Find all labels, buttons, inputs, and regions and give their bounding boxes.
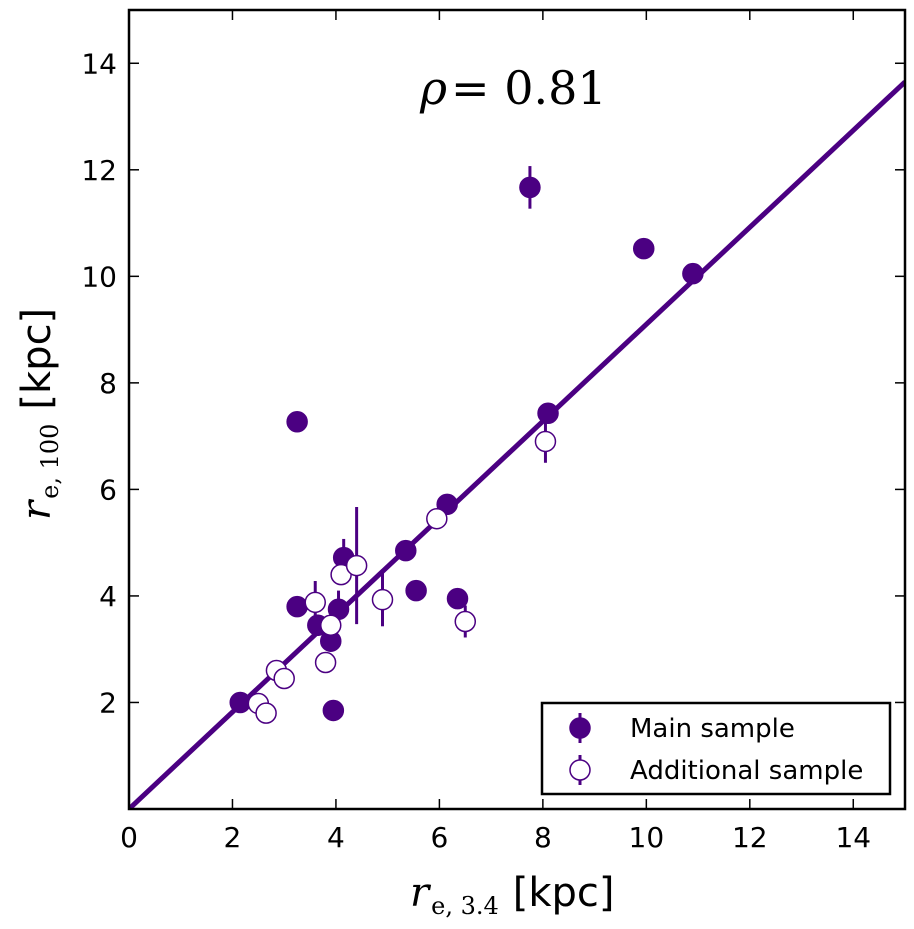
main-sample-point [405,579,427,602]
plot-area [129,10,905,809]
additional-sample-point [371,588,394,611]
x-tick-label: 14 [835,821,871,854]
y-axis-symbol: r [14,498,60,520]
legend: Main sample Additional sample [540,701,892,796]
y-axis-subscript: e, 100 [36,424,64,499]
y-tick-label: 4 [99,580,117,613]
additional-sample-point [534,430,557,453]
additional-sample-point [255,702,277,724]
main-sample-point [632,237,655,260]
legend-main-marker [569,717,591,739]
additional-sample-point [273,667,295,690]
x-tick-label: 6 [430,821,448,854]
main-sample-point [286,411,308,433]
additional-sample-point [345,554,368,577]
main-sample-point [519,176,541,199]
y-axis-title: re, 100 [kpc] [14,308,64,520]
x-tick-label: 10 [629,821,665,854]
x-axis-symbol: r [410,870,432,916]
legend-main-label: Main sample [630,714,795,744]
y-tick-label: 14 [81,47,117,80]
x-tick-label: 8 [534,821,552,854]
rho-symbol: ρ [419,61,447,115]
x-tick-label: 0 [120,821,138,854]
legend-additional-label: Additional sample [630,756,863,786]
x-tick-label: 12 [732,821,768,854]
additional-sample-point [314,651,337,674]
x-axis-title: re, 3.4 [kpc] [410,870,615,920]
additional-sample-point [304,591,326,614]
main-sample-point [322,699,345,722]
fit-line [129,80,905,809]
legend-additional-marker [569,759,591,781]
main-sample-point [446,587,469,610]
main-sample-point [682,262,704,285]
y-axis-unit: [kpc] [14,308,60,410]
rho-value: = 0.81 [451,61,607,115]
legend-box [540,701,892,796]
y-tick-label: 6 [99,473,117,506]
main-sample-point [286,595,308,618]
x-axis-subscript: e, 3.4 [431,892,499,920]
rho-annotation: ρ= 0.81 [419,61,607,115]
y-tick-label: 8 [99,367,117,400]
main-sample-point [537,402,559,424]
additional-sample-point [454,610,477,633]
additional-sample-point [426,507,448,530]
additional-sample-point [320,614,342,636]
main-sample-point [436,493,458,516]
x-tick-label: 2 [224,821,242,854]
x-tick-label: 4 [327,821,345,854]
x-axis-unit: [kpc] [513,870,615,916]
y-tick-label: 10 [81,260,117,293]
axes-frame [127,8,907,811]
main-sample-point [229,691,251,714]
y-tick-label: 2 [99,686,117,719]
y-tick-label: 12 [81,154,117,187]
main-sample-point [395,539,417,562]
